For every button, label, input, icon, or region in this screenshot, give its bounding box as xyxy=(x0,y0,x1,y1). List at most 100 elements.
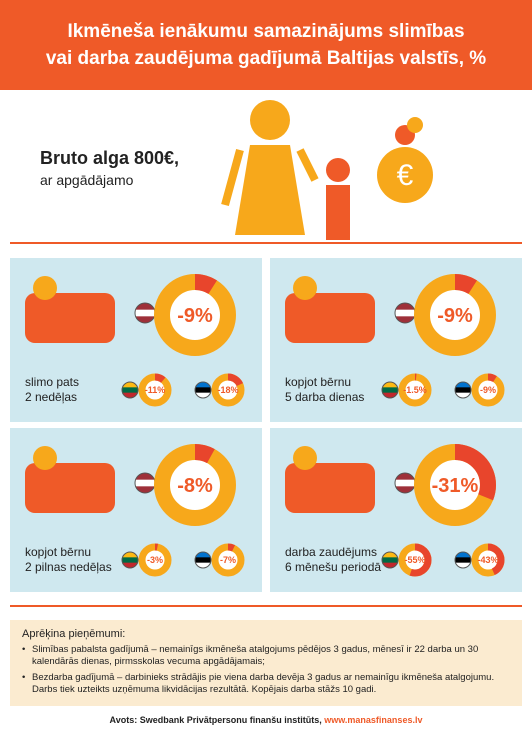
donut-label: -9% xyxy=(437,305,473,327)
flag-stripe xyxy=(122,562,138,568)
divider xyxy=(10,242,522,244)
flag xyxy=(121,381,139,399)
assumption-item: Bezdarba gadījumā – darbinieks strādājis… xyxy=(22,672,510,696)
flag-border xyxy=(121,381,139,399)
flag xyxy=(121,551,139,569)
assumption-item: Slimības pabalsta gadījumā – nemainīgs i… xyxy=(22,644,510,668)
flag-stripe xyxy=(382,552,398,558)
flag-stripe xyxy=(455,392,471,398)
flag-stripe xyxy=(122,382,138,388)
illustration xyxy=(293,446,317,470)
donut-label: -9% xyxy=(480,385,496,395)
donut-label: -7% xyxy=(220,555,236,565)
flag-border xyxy=(194,381,212,399)
illustration xyxy=(33,446,57,470)
flag-stripe xyxy=(395,479,415,487)
flag xyxy=(394,472,416,494)
caption-line: kopjot bērnu xyxy=(25,545,91,559)
illustration: € xyxy=(221,100,433,240)
donut-label: -1.5% xyxy=(403,385,427,395)
flag-stripe xyxy=(135,473,155,481)
flag-stripe xyxy=(195,562,211,568)
source-text: Avots: Swedbank Privātpersonu finanšu in… xyxy=(109,715,322,725)
flag xyxy=(134,302,156,324)
flag-stripe xyxy=(122,557,138,564)
flag-stripe xyxy=(135,486,155,493)
donut-slice xyxy=(211,543,245,577)
donut-slice xyxy=(471,543,505,577)
intro-line: Bruto alga 800€, xyxy=(40,148,180,168)
flag xyxy=(134,472,156,494)
caption-line: 5 darba dienas xyxy=(285,390,364,404)
assumptions-title: Aprēķina pieņēmumi: xyxy=(22,628,126,640)
flag-stripe xyxy=(122,387,138,394)
flag xyxy=(454,381,472,399)
intro-line: ar apgādājamo xyxy=(40,172,134,188)
caption-line: 6 mēnešu periodā xyxy=(285,560,381,574)
donut-label: -11% xyxy=(145,385,166,395)
donut-slice xyxy=(138,543,172,577)
donut-label: -9% xyxy=(177,305,213,327)
caption-line: 2 pilnas nedēļas xyxy=(25,560,112,574)
flag-stripe xyxy=(135,303,155,311)
assumptions: Aprēķina pieņēmumi: Slimības pabalsta ga… xyxy=(10,620,522,706)
flag-stripe xyxy=(455,387,471,394)
flag-border xyxy=(454,381,472,399)
flag-border xyxy=(121,551,139,569)
donut-slice xyxy=(398,373,432,407)
flag-stripe xyxy=(382,562,398,568)
donut-slice xyxy=(398,543,432,577)
flag xyxy=(381,551,399,569)
illustration xyxy=(285,293,375,343)
flag-stripe xyxy=(135,309,155,317)
flag xyxy=(394,302,416,324)
caption-line: kopjot bērnu xyxy=(285,375,351,389)
flag-border xyxy=(454,551,472,569)
flag-stripe xyxy=(395,486,415,493)
flag-stripe xyxy=(382,392,398,398)
donut-label: -8% xyxy=(177,475,213,497)
flag-stripe xyxy=(382,387,398,394)
illustration xyxy=(25,463,115,513)
flag-stripe xyxy=(455,552,471,558)
donut-label: -55% xyxy=(404,555,425,565)
source: Avots: Swedbank Privātpersonu finanšu in… xyxy=(0,715,532,725)
flag-stripe xyxy=(195,387,211,394)
flag-border xyxy=(194,551,212,569)
flag-stripe xyxy=(382,557,398,564)
flag xyxy=(194,381,212,399)
flag-stripe xyxy=(455,562,471,568)
flag xyxy=(454,551,472,569)
caption-line: 2 nedēļas xyxy=(25,390,77,404)
donut-label: -3% xyxy=(147,555,163,565)
donut-slice xyxy=(138,373,172,407)
donut-label: -18% xyxy=(217,385,238,395)
donut-label: -43% xyxy=(477,555,498,565)
flag-stripe xyxy=(455,557,471,564)
caption-line: slimo pats xyxy=(25,375,79,389)
illustration xyxy=(293,276,317,300)
flag-border xyxy=(381,381,399,399)
flag-stripe xyxy=(395,309,415,317)
donut-slice xyxy=(471,373,505,407)
flag-stripe xyxy=(195,392,211,398)
donut-slice xyxy=(414,274,496,356)
title-line: Ikmēneša ienākumu samazinājums slimības xyxy=(67,21,465,42)
caption-line: darba zaudējums xyxy=(285,545,377,559)
flag-stripe xyxy=(382,382,398,388)
flag-stripe xyxy=(122,552,138,558)
donut-slice xyxy=(414,444,496,526)
flag-stripe xyxy=(135,316,155,323)
flag xyxy=(194,551,212,569)
flag-stripe xyxy=(195,557,211,564)
header: Ikmēneša ienākumu samazinājums slimības … xyxy=(0,0,532,90)
illustration xyxy=(33,276,57,300)
flag-stripe xyxy=(135,479,155,487)
donut-label: -31% xyxy=(432,475,479,497)
divider xyxy=(10,605,522,607)
flag-stripe xyxy=(195,552,211,558)
